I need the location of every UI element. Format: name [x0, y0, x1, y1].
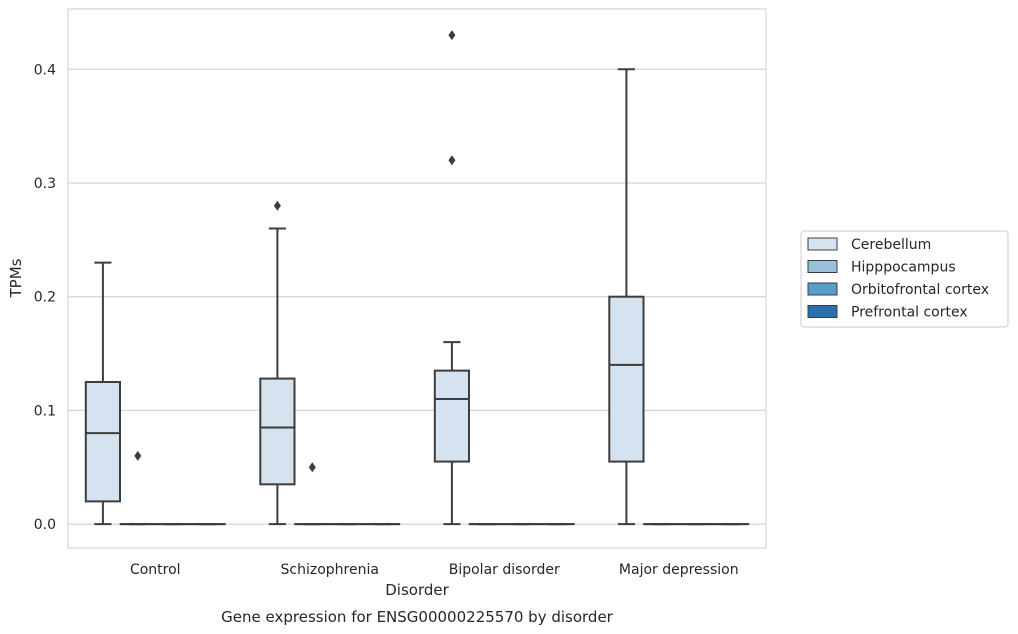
y-tick-label: 0.1: [34, 403, 56, 419]
x-tick-label: Bipolar disorder: [449, 562, 560, 578]
x-axis-label: Disorder: [385, 581, 449, 599]
legend-label: Prefrontal cortex: [851, 305, 968, 321]
legend-swatch: [807, 237, 838, 251]
plot-frame: [67, 8, 767, 549]
outlier-point: [134, 450, 142, 461]
y-tick-label: 0.2: [34, 290, 56, 306]
box-cerebellum: [433, 30, 471, 526]
legend-item: Orbitofrontal cortex: [807, 282, 989, 298]
plot-area: [84, 30, 750, 526]
y-tick-label: 0.3: [34, 176, 56, 192]
outlier-point: [448, 30, 456, 41]
legend-item: Hipppocampus: [807, 260, 956, 276]
box-cerebellum: [608, 68, 645, 526]
x-tick-label: Control: [130, 562, 181, 578]
outlier-point: [273, 200, 281, 211]
legend-swatch: [807, 282, 838, 296]
outlier-point: [308, 462, 316, 473]
box-cerebellum: [84, 261, 122, 526]
legend-label: Cerebellum: [851, 237, 931, 253]
box-body: [433, 369, 471, 463]
box-body: [608, 295, 645, 463]
outlier-point: [448, 155, 456, 166]
y-axis-ticks: 0.0 0.1 0.2 0.3 0.4: [34, 62, 56, 533]
y-axis-label: TPMs: [7, 258, 25, 298]
legend-item: Prefrontal cortex: [807, 305, 968, 321]
legend-label: Hipppocampus: [851, 260, 956, 276]
chart-caption: Gene expression for ENSG00000225570 by d…: [221, 608, 614, 626]
legend: Cerebellum Hipppocampus Orbitofrontal cort…: [800, 230, 1009, 328]
box-body: [259, 377, 296, 486]
box-body: [84, 380, 122, 503]
legend-swatch: [807, 260, 838, 273]
y-tick-label: 0.0: [34, 517, 56, 533]
box-cerebellum: [259, 200, 296, 526]
gridlines: [68, 68, 766, 525]
legend-swatch: [807, 305, 838, 318]
y-tick-label: 0.4: [34, 62, 56, 78]
x-axis-ticks: Control Schizophrenia Bipolar disorder Majo…: [130, 562, 739, 578]
legend-frame: [800, 230, 1009, 328]
x-tick-label: Schizophrenia: [281, 562, 379, 578]
x-tick-label: Major depression: [619, 562, 739, 578]
legend-item: Cerebellum: [807, 237, 931, 253]
legend-label: Orbitofrontal cortex: [851, 282, 989, 298]
box-hipppocampus: [119, 450, 156, 526]
box-hipppocampus: [294, 462, 331, 526]
